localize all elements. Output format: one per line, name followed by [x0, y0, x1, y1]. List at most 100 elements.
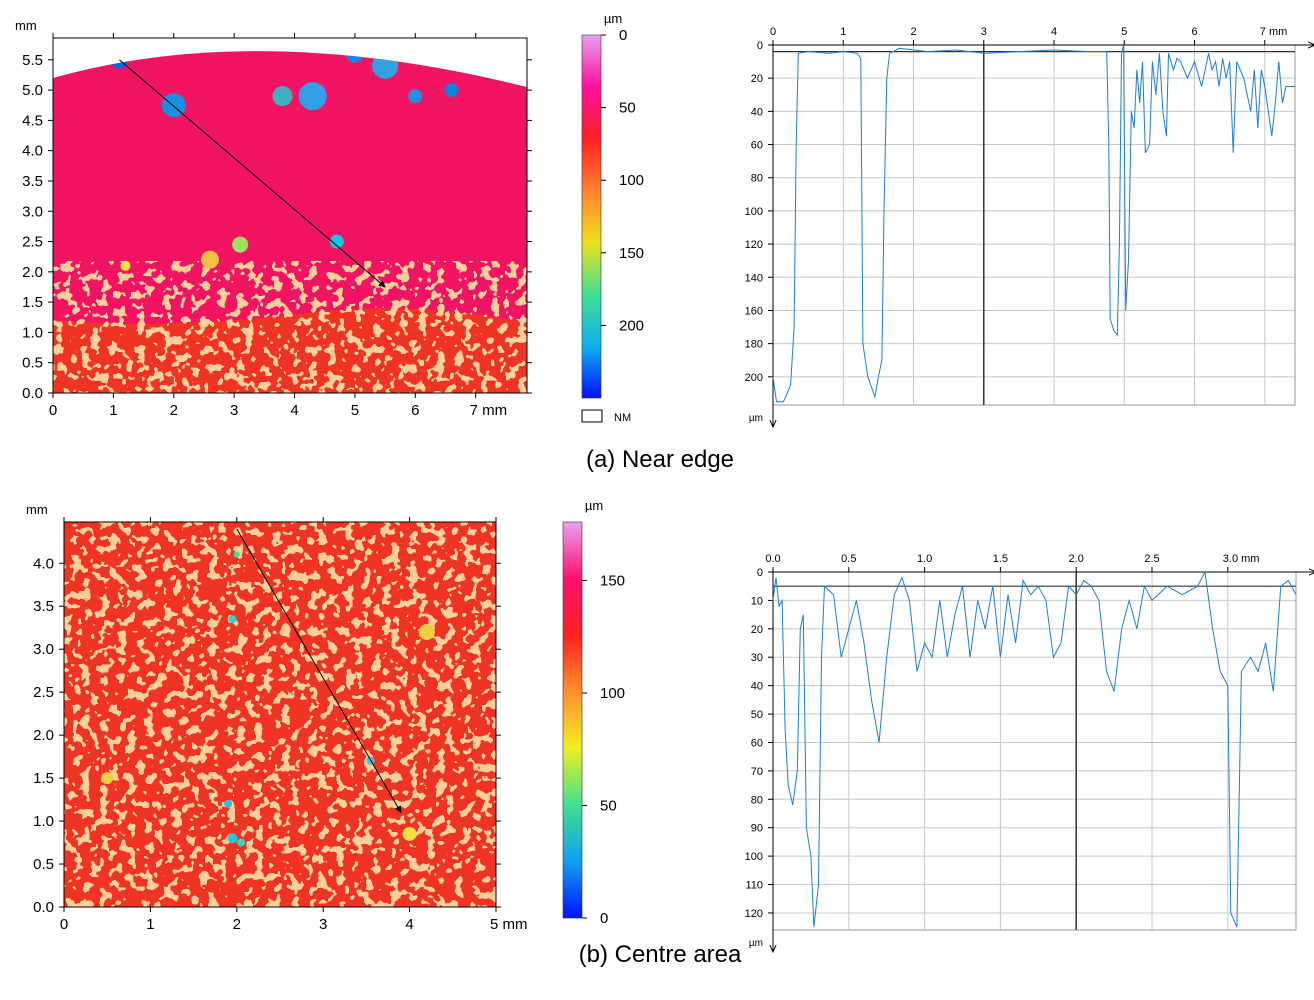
colorbar-tick-label: 0 [619, 27, 627, 44]
legend-label: NM [614, 412, 631, 424]
x-tick-label: 2.5 [1144, 553, 1159, 565]
y-tick-label: 30 [751, 652, 763, 664]
x-tick-label: 1 [109, 402, 117, 419]
colorbar [581, 34, 602, 399]
y-tick-label: 180 [745, 339, 763, 351]
y-tick-label: 140 [745, 272, 763, 284]
x-tick-label: 1.5 [993, 553, 1008, 565]
colorbar-tick-label: 50 [619, 100, 636, 117]
surface-speckle [53, 261, 527, 393]
surface-blob [329, 234, 344, 249]
x-tick-label: 3 [230, 402, 238, 419]
y-tick-label: 120 [745, 908, 763, 920]
surface-blob [408, 89, 423, 104]
surface-blob [232, 236, 249, 253]
y-tick-label: 20 [751, 624, 763, 636]
x-tick-label: 3.0 mm [1223, 553, 1260, 565]
x-tick-label: 6 [411, 402, 419, 419]
y-tick-label: 3.0 [33, 641, 54, 658]
surface-blob [237, 838, 246, 847]
y-tick-label: 1.5 [22, 294, 43, 311]
x-tick-label: 0.5 [841, 553, 856, 565]
y-tick-label: 120 [745, 239, 763, 251]
surface-blob [253, 32, 269, 48]
y-tick-label: 5.0 [22, 82, 43, 99]
x-tick-label: 1 [146, 916, 154, 933]
y-tick-label: 2.5 [22, 234, 43, 251]
y-tick-label: 20 [751, 73, 763, 85]
colorbar-tick-label: 0 [600, 910, 608, 927]
surface-blob [224, 799, 233, 808]
surface-image [64, 522, 496, 907]
surface-blob [227, 833, 238, 844]
y-tick-label: 40 [751, 106, 763, 118]
colorbar-tick-label: 100 [600, 685, 625, 702]
colorbar-tick-label: 100 [619, 172, 644, 189]
x-tick-label: 2 [170, 402, 178, 419]
y-unit: mm [15, 18, 37, 33]
y-tick-label: 0 [757, 40, 763, 52]
y-tick-label: 1.0 [22, 324, 43, 341]
y-tick-label: 70 [751, 766, 763, 778]
y-tick-label: 100 [745, 851, 763, 863]
caption: (b) Centre area [579, 941, 742, 968]
surface-blob [444, 83, 459, 98]
surface-blob [272, 86, 293, 107]
x-tick-label: 5 [1121, 26, 1127, 38]
x-tick-label: 4 [290, 402, 298, 419]
colorbar-tick-label: 150 [619, 245, 644, 262]
plot-frame [772, 44, 1296, 406]
x-tick-label: 5 mm [490, 916, 528, 933]
y-tick-label: 200 [745, 372, 763, 384]
surface-image [53, 32, 527, 393]
x-tick-label: 4 [1051, 26, 1057, 38]
profile-line [772, 44, 1295, 403]
colorbar-unit: µm [585, 498, 603, 513]
y-tick-label: 3.0 [22, 203, 43, 220]
x-tick-label: 0 [60, 916, 68, 933]
x-tick-label: 2.0 [1069, 553, 1084, 565]
caption: (a) Near edge [586, 446, 734, 473]
y-tick-label: 2.0 [33, 727, 54, 744]
y-tick-label: 40 [751, 681, 763, 693]
y-tick-label: 5.5 [22, 52, 43, 69]
x-tick-label: 6 [1191, 26, 1197, 38]
colorbar-tick-label: 200 [619, 317, 644, 334]
y-tick-label: 4.0 [33, 555, 54, 572]
y-unit: µm [749, 413, 763, 424]
surface-blob [200, 250, 219, 269]
y-tick-label: 80 [751, 173, 763, 185]
y-tick-label: 0 [757, 567, 763, 579]
map-frame [52, 37, 528, 394]
y-tick-label: 10 [751, 595, 763, 607]
surface-speckle [64, 522, 496, 907]
y-tick-label: 160 [745, 305, 763, 317]
x-tick-label: 3 [981, 26, 987, 38]
colorbar [562, 521, 583, 919]
y-tick-label: 3.5 [22, 173, 43, 190]
surface-blob [345, 51, 364, 63]
x-tick-label: 3 [319, 916, 327, 933]
y-tick-label: 0.5 [22, 355, 43, 372]
x-tick-label: 4 [405, 916, 413, 933]
y-unit: mm [26, 502, 48, 517]
y-tick-label: 60 [751, 737, 763, 749]
y-unit: µm [749, 938, 763, 949]
surface-blob [298, 82, 327, 111]
profile-path-arrow [119, 59, 386, 288]
profile-line [772, 570, 1297, 928]
y-tick-label: 2.5 [33, 684, 54, 701]
y-tick-label: 100 [745, 206, 763, 218]
x-tick-label: 0.0 [765, 553, 780, 565]
y-tick-label: 2.0 [22, 264, 43, 281]
x-tick-label: 5 [351, 402, 359, 419]
legend-swatch [581, 409, 603, 423]
x-tick-label: 0 [770, 26, 776, 38]
surface-blob [101, 772, 114, 785]
surface-blob [110, 51, 129, 69]
colorbar-unit: µm [604, 11, 622, 26]
x-tick-label: 1.0 [917, 553, 932, 565]
surface-blob [372, 52, 399, 79]
y-tick-label: 0.5 [33, 856, 54, 873]
